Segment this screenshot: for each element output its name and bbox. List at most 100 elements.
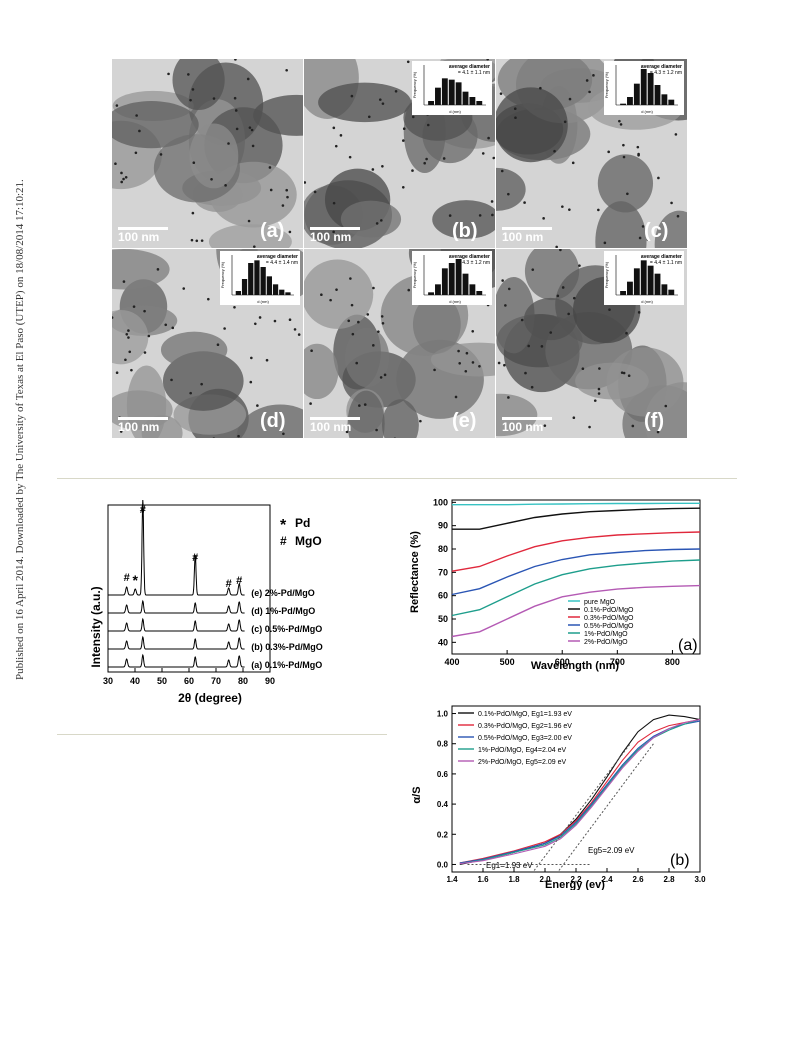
histogram-avg-value: = 4.1 ± 1.1 nm: [458, 70, 490, 76]
pd-nanoparticle: [268, 166, 272, 169]
histogram-bar: [435, 284, 441, 295]
kubelka-xtick-label: 1.6: [477, 875, 489, 884]
download-watermark-text: Published on 16 April 2014. Downloaded b…: [14, 179, 26, 680]
xrd-divider: [57, 734, 387, 735]
pd-nanoparticle: [507, 287, 511, 291]
pd-nanoparticle: [192, 161, 196, 164]
pd-nanoparticle: [293, 328, 297, 331]
pd-nanoparticle: [345, 430, 349, 434]
xrd-xtick-label: 90: [265, 676, 275, 686]
pd-nanoparticle: [375, 222, 379, 225]
pd-nanoparticle: [585, 79, 589, 82]
pd-nanoparticle: [481, 152, 485, 155]
pd-nanoparticle: [499, 92, 503, 95]
reflectance-series: [451, 584, 701, 638]
pd-nanoparticle: [200, 239, 204, 242]
histogram-avg-title: average diameter: [449, 64, 490, 70]
pd-nanoparticle: [425, 157, 428, 161]
pd-nanoparticle: [563, 120, 567, 124]
pd-nanoparticle: [588, 425, 591, 429]
pd-nanoparticle: [122, 177, 125, 181]
pd-nanoparticle: [457, 349, 460, 353]
histogram-bar: [428, 292, 434, 295]
pd-nanoparticle: [112, 316, 114, 319]
pd-nanoparticle: [637, 311, 641, 314]
pd-nanoparticle: [571, 161, 575, 165]
pd-nanoparticle: [627, 374, 631, 378]
reflectance-ytick-label: 40: [438, 637, 448, 647]
tem-panel-e: 100 nm (e) average diameter = 4.3 ± 1.2 nm d…: [304, 249, 495, 438]
histogram-bar: [633, 83, 640, 105]
pd-nanoparticle: [407, 288, 411, 292]
histogram-xlabel: d (nm): [449, 299, 461, 304]
pd-nanoparticle: [125, 333, 129, 336]
pd-nanoparticle: [622, 155, 626, 159]
pd-nanoparticle: [138, 129, 141, 133]
pd-nanoparticle: [393, 437, 396, 438]
mgo-particle: [524, 297, 577, 341]
mgo-particle: [189, 123, 239, 189]
pd-nanoparticle: [249, 380, 253, 384]
tem-image-c: 100 nm (c) average diameter= 4.3 ± 1.2 nm d…: [496, 59, 687, 248]
histogram-avg-value: = 4.4 ± 1.1 nm: [650, 260, 682, 266]
download-watermark: Published on 16 April 2014. Downloaded b…: [2, 160, 26, 680]
pd-nanoparticle: [539, 86, 542, 90]
pd-nanoparticle: [620, 371, 624, 374]
pd-nanoparticle: [556, 294, 560, 298]
reflectance-series: [451, 548, 701, 596]
pd-nanoparticle: [127, 336, 130, 339]
pd-nanoparticle: [224, 184, 227, 187]
scale-bar-label: 100 nm: [310, 420, 351, 434]
pd-nanoparticle: [250, 128, 254, 132]
pd-nanoparticle: [608, 308, 611, 311]
panel-label-d: (d): [260, 410, 286, 432]
xrd-xtick-label: 40: [130, 676, 140, 686]
pd-nanoparticle: [426, 123, 430, 127]
pd-nanoparticle: [674, 133, 678, 136]
pd-nanoparticle: [622, 143, 625, 147]
pd-nanoparticle: [207, 297, 210, 301]
pd-nanoparticle: [588, 90, 591, 94]
pd-nanoparticle: [258, 316, 262, 319]
kubelka-legend-label: 2%-PdO/MgO, Eg5=2.09 eV: [478, 759, 566, 766]
pd-nanoparticle: [253, 322, 257, 326]
pd-nanoparticle: [282, 432, 285, 436]
reflectance-ytick-label: 80: [438, 544, 448, 554]
scale-bar: [502, 417, 552, 420]
pd-nanoparticle: [350, 303, 354, 307]
pd-nanoparticle: [631, 424, 635, 428]
pd-nanoparticle: [195, 239, 199, 243]
pd-nanoparticle: [187, 73, 190, 76]
pd-nanoparticle: [530, 385, 534, 389]
pd-nanoparticle: [523, 201, 526, 204]
histogram-inset: [220, 251, 300, 305]
pd-nanoparticle: [504, 304, 507, 307]
pd-nanoparticle: [471, 330, 475, 333]
reflectance-xtick-label: 500: [500, 657, 515, 667]
pd-nanoparticle: [350, 94, 354, 98]
mgo-particle: [344, 327, 390, 388]
xrd-frame: [107, 504, 271, 673]
pd-nanoparticle: [520, 318, 524, 322]
kubelka-xtick-label: 2.4: [601, 875, 613, 884]
pd-nanoparticle: [501, 279, 504, 282]
mgo-particle: [236, 404, 303, 438]
scale-bar: [310, 417, 360, 420]
reflectance-ylabel: Reflectance (%): [409, 531, 421, 613]
pd-nanoparticle: [377, 330, 380, 333]
histogram-bar: [476, 101, 483, 105]
kubelka-xtick-label: 2.8: [663, 875, 675, 884]
pd-nanoparticle: [478, 214, 482, 217]
histogram-avg-title: average diameter: [641, 254, 682, 260]
pd-nanoparticle: [134, 151, 138, 155]
tem-panel-a: 100 nm (a): [112, 59, 303, 248]
pd-nanoparticle: [507, 192, 510, 196]
pd-nanoparticle: [598, 367, 601, 370]
mgo-particle: [304, 343, 339, 400]
reflectance-series: [451, 559, 701, 617]
pd-nanoparticle: [568, 97, 572, 101]
kubelka-ytick-label: 0.2: [437, 830, 449, 839]
xrd-chart: Intensity (a.u.) 2θ (degree) * Pd # MgO …: [89, 499, 323, 705]
pd-nanoparticle: [366, 313, 370, 316]
pd-nanoparticle: [559, 249, 562, 252]
